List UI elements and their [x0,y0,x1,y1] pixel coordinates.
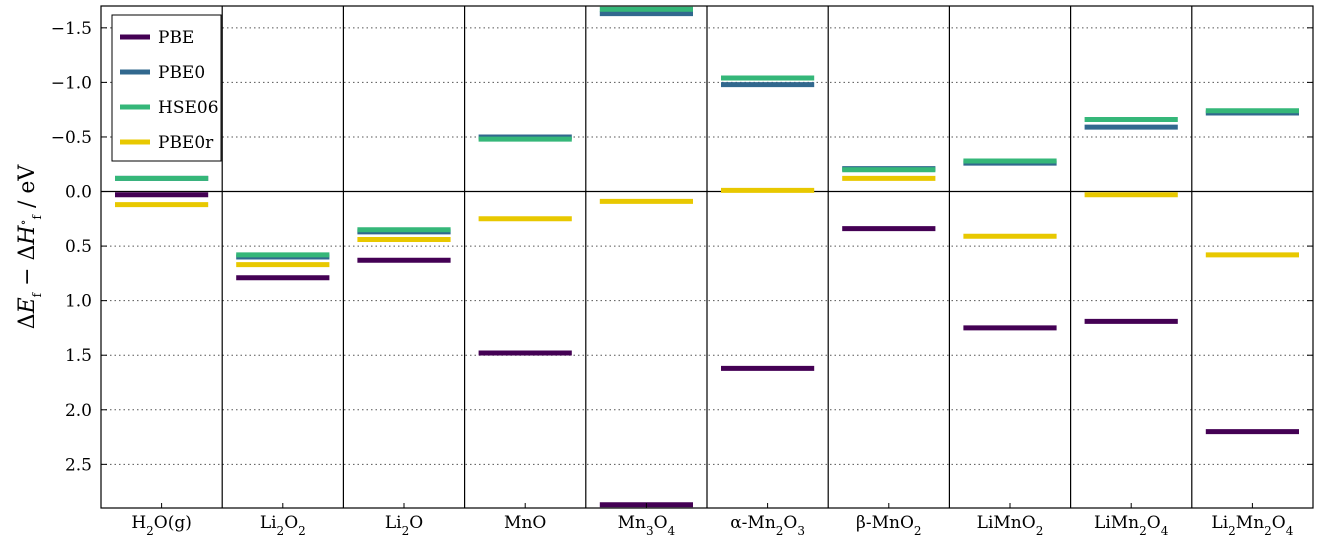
x-category-label: β-MnO2 [856,513,922,535]
legend: PBE PBE0 HSE06 PBE0r [111,14,222,162]
x-category-label: H2O(g) [131,513,192,535]
y-axis-ticks: −1.5 −1.0 −0.5 0.0 0.5 1.0 1.5 2.0 2.5 [51,19,1313,475]
y-tick-label: −0.5 [51,128,92,148]
x-category-label: Mn3O4 [618,513,676,535]
category-separators [221,6,1193,508]
y-tick-label: 2.0 [65,401,92,421]
x-category-label: Li2O2 [260,513,306,535]
level-markers [115,6,1299,508]
legend-label: PBE0r [158,133,214,153]
y-tick-label: 0.5 [65,237,92,257]
legend-label: HSE06 [158,98,219,118]
y-tick-label: −1.5 [51,19,92,39]
x-category-label: α-Mn2O3 [730,513,805,535]
y-tick-label: −1.0 [51,73,92,93]
x-axis-category-labels: H2O(g) Li2O2 Li2O MnO Mn3O4 α-Mn2O3 β-MnO2 LiMn… [131,503,1294,535]
y-axis-title: ΔEf − ΔH∘f / eV [15,164,44,330]
x-category-label: LiMnO2 [977,513,1044,535]
y-tick-label: 0.0 [65,183,92,203]
x-category-label: LiMn2O4 [1094,513,1169,535]
y-tick-label: 2.5 [65,455,92,475]
plot-frame [100,5,1314,509]
legend-label: PBE0 [158,63,205,83]
legend-label: PBE [158,28,194,48]
x-category-label: Li2Mn2O4 [1211,513,1293,535]
x-category-label: Li2O [385,513,423,535]
y-tick-label: 1.0 [65,292,92,312]
x-category-label: MnO [504,513,546,533]
y-tick-label: 1.5 [65,346,92,366]
